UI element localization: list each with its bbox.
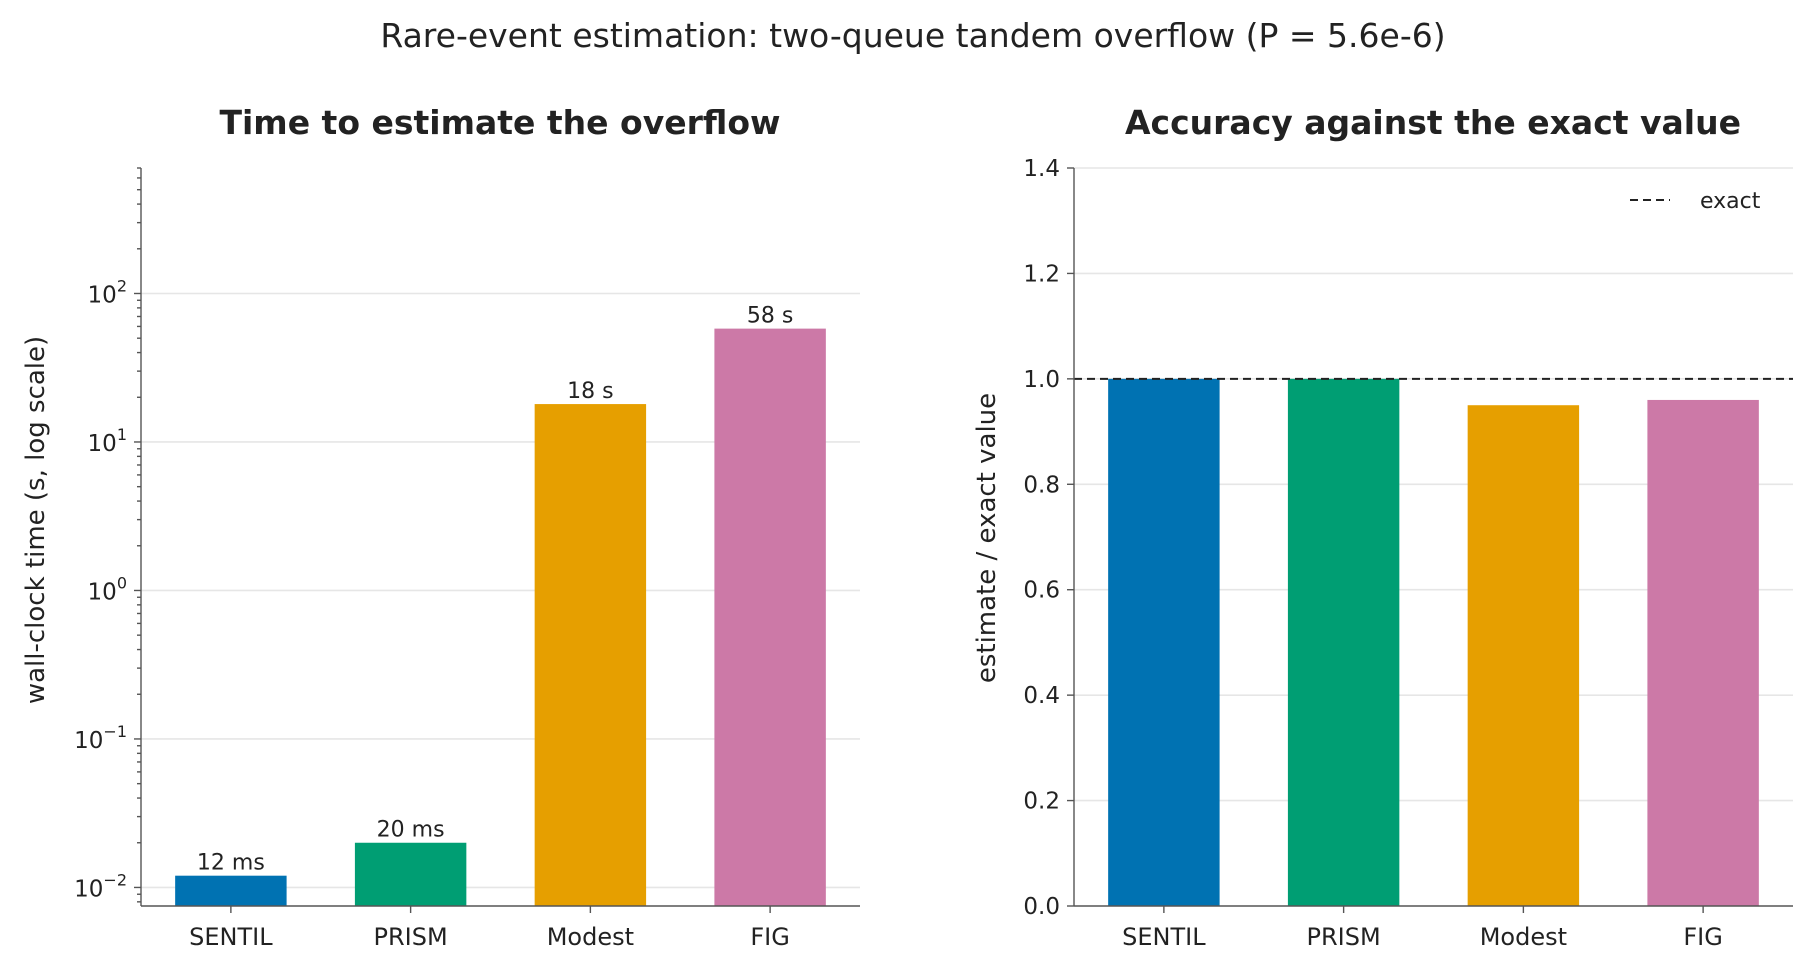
time-bar-prism bbox=[354, 842, 467, 906]
time-bar-fig bbox=[714, 328, 826, 906]
time-y-tick-label: 100 bbox=[88, 573, 127, 605]
time-y-tick-label: 102 bbox=[88, 276, 127, 308]
time-data-labels: 12 ms 20 ms 18 s 58 s bbox=[197, 304, 793, 876]
legend-exact-label: exact bbox=[1700, 189, 1761, 214]
accuracy-x-tick-label: PRISM bbox=[1307, 923, 1381, 951]
accuracy-bar-fig bbox=[1647, 399, 1759, 906]
accuracy-y-tick-label: 0.2 bbox=[1023, 789, 1060, 815]
time-x-ticks: SENTIL PRISM Modest FIG bbox=[189, 906, 790, 951]
accuracy-y-tick-label: 0.6 bbox=[1023, 578, 1060, 604]
accuracy-x-tick-label: FIG bbox=[1683, 923, 1722, 951]
accuracy-panel-title: Accuracy against the exact value bbox=[1125, 103, 1741, 142]
time-x-tick-label: PRISM bbox=[374, 923, 448, 951]
time-data-label: 20 ms bbox=[377, 818, 445, 843]
accuracy-x-tick-label: SENTIL bbox=[1122, 923, 1206, 951]
accuracy-bar-prism bbox=[1287, 378, 1400, 906]
time-y-tick-label: 10−2 bbox=[74, 870, 127, 902]
accuracy-y-tick-label: 1.0 bbox=[1023, 367, 1060, 393]
accuracy-y-tick-label: 1.2 bbox=[1023, 261, 1060, 287]
time-x-tick-label: SENTIL bbox=[189, 923, 273, 951]
accuracy-bar-sentil bbox=[1108, 378, 1220, 906]
time-bar-modest bbox=[534, 404, 647, 906]
accuracy-y-tick-label: 0.4 bbox=[1023, 683, 1060, 709]
accuracy-y-axis-label: estimate / exact value bbox=[972, 393, 1002, 683]
time-data-label: 18 s bbox=[567, 379, 613, 404]
time-bars bbox=[175, 328, 826, 906]
accuracy-bar-modest bbox=[1467, 405, 1580, 906]
accuracy-x-ticks: SENTIL PRISM Modest FIG bbox=[1122, 906, 1723, 951]
accuracy-panel: 0.0 0.2 0.4 0.6 0.8 1.0 1.2 1.4 SENTIL PRISM Mode… bbox=[972, 103, 1793, 951]
accuracy-y-ticks: 0.0 0.2 0.4 0.6 0.8 1.0 1.2 1.4 bbox=[1023, 156, 1074, 920]
time-y-tick-exponent: −1 bbox=[103, 722, 127, 741]
time-y-tick-exponent: 0 bbox=[117, 573, 127, 592]
accuracy-x-tick-label: Modest bbox=[1480, 923, 1567, 951]
time-y-tick-exponent: 1 bbox=[117, 425, 127, 444]
time-x-tick-label: Modest bbox=[547, 923, 634, 951]
time-y-tick-label: 10−1 bbox=[74, 722, 127, 754]
figure-suptitle: Rare-event estimation: two-queue tandem … bbox=[380, 16, 1445, 55]
time-y-tick-exponent: 2 bbox=[117, 276, 127, 295]
time-data-label: 12 ms bbox=[197, 851, 265, 876]
accuracy-bars bbox=[1108, 378, 1759, 906]
time-y-axis-label: wall-clock time (s, log scale) bbox=[21, 336, 51, 704]
time-y-tick-exponent: −2 bbox=[103, 870, 127, 889]
time-y-tick-label: 101 bbox=[88, 425, 127, 457]
accuracy-y-tick-label: 1.4 bbox=[1023, 156, 1060, 182]
accuracy-y-tick-label: 0.8 bbox=[1023, 472, 1060, 498]
time-x-tick-label: FIG bbox=[750, 923, 789, 951]
time-panel-title: Time to estimate the overflow bbox=[219, 103, 780, 142]
time-bar-sentil bbox=[175, 875, 287, 906]
time-data-label: 58 s bbox=[747, 304, 793, 329]
accuracy-legend: exact bbox=[1630, 189, 1761, 214]
accuracy-y-tick-label: 0.0 bbox=[1023, 894, 1060, 920]
